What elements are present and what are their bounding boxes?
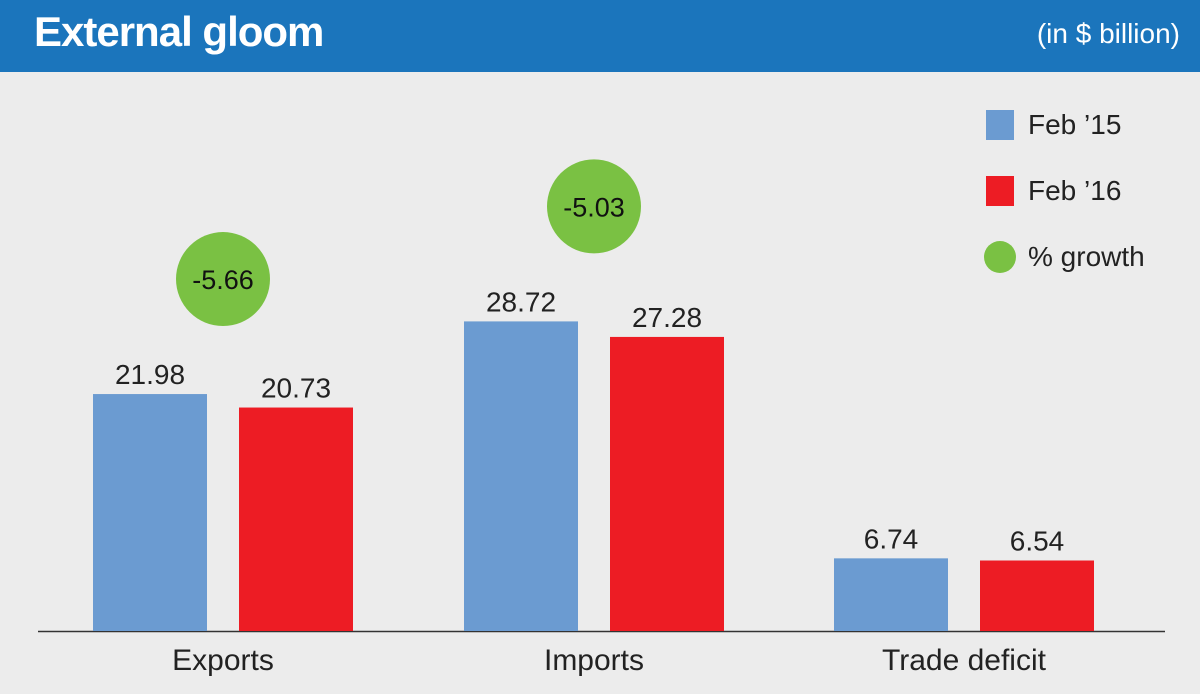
bar-trade-deficit-feb16 [980,560,1094,631]
legend-label-growth: % growth [1028,241,1145,272]
data-label-trade-deficit-feb16: 6.54 [1010,525,1065,556]
legend-swatch-feb16 [986,176,1014,206]
data-label-imports-feb15: 28.72 [486,286,556,317]
legend-item-feb16: Feb ’16 [986,158,1145,224]
x-tick-label-exports: Exports [172,644,274,677]
data-label-exports-feb15: 21.98 [115,359,185,390]
bar-exports-feb16 [239,407,353,631]
data-label-trade-deficit-feb15: 6.74 [864,523,919,554]
x-tick-label-trade-deficit: Trade deficit [882,644,1047,677]
data-label-exports-feb16: 20.73 [261,373,331,404]
chart-area: 21.98 20.73 Exports 28.72 27.28 Imports 6.74 6.… [0,72,1200,689]
legend-dot-growth [984,241,1016,273]
x-tick-label-imports: Imports [544,644,644,677]
chart-title: External gloom [34,8,324,55]
growth-bubble-exports [176,232,270,327]
chart-header: External gloom (in $ billion) [0,0,1200,72]
growth-bubble-imports [547,159,641,254]
legend-swatch-feb15 [986,110,1014,140]
legend-label-feb15: Feb ’15 [1028,109,1122,140]
bar-imports-feb16 [610,336,724,631]
bar-imports-feb15 [464,321,578,631]
bar-exports-feb15 [93,394,207,631]
bar-chart: 21.98 20.73 Exports 28.72 27.28 Imports 6.74 6.… [38,159,1165,677]
legend-label-feb16: Feb ’16 [1028,175,1122,206]
legend-item-growth: % growth [984,224,1145,290]
bar-trade-deficit-feb15 [834,558,948,631]
chart-unit: (in $ billion) [1036,18,1180,49]
data-label-imports-feb16: 27.28 [632,302,702,333]
growth-label-exports: -5.66 [192,265,254,295]
legend-item-feb15: Feb ’15 [986,92,1145,158]
growth-label-imports: -5.03 [563,192,625,222]
legend: Feb ’15 Feb ’16 % growth [984,92,1145,290]
